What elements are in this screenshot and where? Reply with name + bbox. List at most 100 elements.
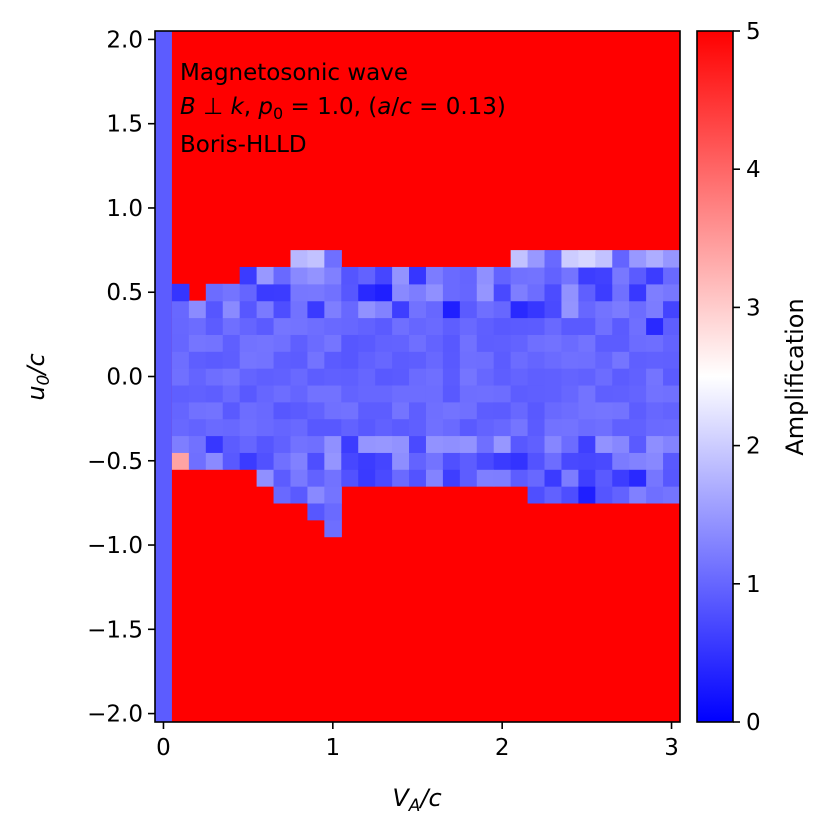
heatmap-cell <box>375 334 393 352</box>
heatmap-cell <box>409 334 427 352</box>
heatmap-cell <box>188 418 207 437</box>
heatmap-cell <box>409 384 427 403</box>
heatmap-cell <box>578 283 596 302</box>
heatmap-cell <box>375 452 393 470</box>
heatmap-cell <box>222 452 241 470</box>
heatmap-cell <box>646 250 664 268</box>
heatmap-cell <box>375 435 393 453</box>
heatmap-cell <box>476 452 495 470</box>
heatmap-cell <box>595 486 613 504</box>
heatmap-cell <box>544 418 563 437</box>
heatmap-cell <box>527 469 546 487</box>
heatmap-cell <box>527 401 546 420</box>
heatmap-cell <box>256 418 275 437</box>
heatmap-cell <box>409 368 427 386</box>
heatmap-cell <box>239 368 258 386</box>
heatmap-cell <box>459 384 478 403</box>
heatmap-cell <box>409 317 427 335</box>
heatmap-cell <box>392 384 410 403</box>
heatmap-cell <box>307 401 325 420</box>
heatmap-cell <box>205 317 224 335</box>
heatmap-cell <box>425 418 444 437</box>
heatmap-cell <box>629 469 647 487</box>
heatmap-cell <box>493 317 512 335</box>
heatmap-cell <box>205 435 224 453</box>
heatmap-cell <box>341 469 359 487</box>
heatmap-cell <box>612 266 630 285</box>
heatmap-cell <box>307 334 325 352</box>
heatmap-cell <box>527 418 546 437</box>
heatmap-cell <box>578 469 596 487</box>
heatmap-cell <box>171 368 190 386</box>
heatmap-column-zero <box>155 31 172 722</box>
heatmap-cell <box>341 435 359 453</box>
heatmap-cell <box>358 469 376 487</box>
heatmap-cell <box>307 486 325 504</box>
y-tick-label: −0.5 <box>87 449 143 475</box>
heatmap-cell <box>561 368 579 386</box>
heatmap-cell <box>222 401 241 420</box>
heatmap-cell <box>646 435 664 453</box>
heatmap-cell <box>375 266 393 285</box>
heatmap-cell <box>646 300 664 319</box>
heatmap-cell <box>273 283 292 302</box>
heatmap-cell <box>510 452 529 470</box>
heatmap-cell <box>358 317 376 335</box>
heatmap-cell <box>663 469 680 487</box>
heatmap-cell <box>307 384 325 403</box>
heatmap-cell <box>256 435 275 453</box>
heatmap-cell <box>358 384 376 403</box>
heatmap-cell <box>561 250 579 268</box>
heatmap-cell <box>561 486 579 504</box>
heatmap-cell <box>510 384 529 403</box>
heatmap-cell <box>222 334 241 352</box>
heatmap-cell <box>544 266 563 285</box>
heatmap-cell <box>205 334 224 352</box>
heatmap-cell <box>595 334 613 352</box>
heatmap-cell <box>273 435 292 453</box>
heatmap-cell <box>392 283 410 302</box>
heatmap-cell <box>171 401 190 420</box>
heatmap-cell <box>561 266 579 285</box>
heatmap-cell <box>476 418 495 437</box>
heatmap-cell <box>392 452 410 470</box>
heatmap-cell <box>205 452 224 470</box>
heatmap-cell <box>425 384 444 403</box>
heatmap-cell <box>510 266 529 285</box>
x-tick-label: 2 <box>495 735 510 761</box>
heatmap-cell <box>629 266 647 285</box>
heatmap-cell <box>595 283 613 302</box>
heatmap-cell <box>188 317 207 335</box>
heatmap-cell <box>578 384 596 403</box>
heatmap-cell <box>358 435 376 453</box>
heatmap-cell <box>358 334 376 352</box>
heatmap-cell <box>629 418 647 437</box>
heatmap-cell <box>290 486 309 504</box>
heatmap-cell <box>663 368 680 386</box>
heatmap-cell <box>239 334 258 352</box>
heatmap-cell <box>527 334 546 352</box>
heatmap-cell <box>510 368 529 386</box>
heatmap-cell <box>527 250 546 268</box>
heatmap-cell <box>646 283 664 302</box>
heatmap-cell <box>171 351 190 369</box>
heatmap-cell <box>425 300 444 319</box>
heatmap-cell <box>171 300 190 319</box>
heatmap-cell <box>646 384 664 403</box>
heatmap-cell <box>307 317 325 335</box>
heatmap-cell <box>646 368 664 386</box>
heatmap-cell <box>392 418 410 437</box>
heatmap-cell <box>646 334 664 352</box>
heatmap-cell <box>358 266 376 285</box>
heatmap-cell <box>409 300 427 319</box>
heatmap-cell <box>612 401 630 420</box>
heatmap-cell <box>612 317 630 335</box>
heatmap-cell <box>392 300 410 319</box>
colorbar <box>696 30 734 723</box>
heatmap-cell <box>612 368 630 386</box>
heatmap-cell <box>188 452 207 470</box>
annotation-line-2: B ⊥ k, p0 = 1.0, (a/c = 0.13) <box>180 94 506 123</box>
heatmap-cell <box>425 401 444 420</box>
colorbar-label: Amplification <box>781 298 809 455</box>
heatmap-cell <box>239 300 258 319</box>
